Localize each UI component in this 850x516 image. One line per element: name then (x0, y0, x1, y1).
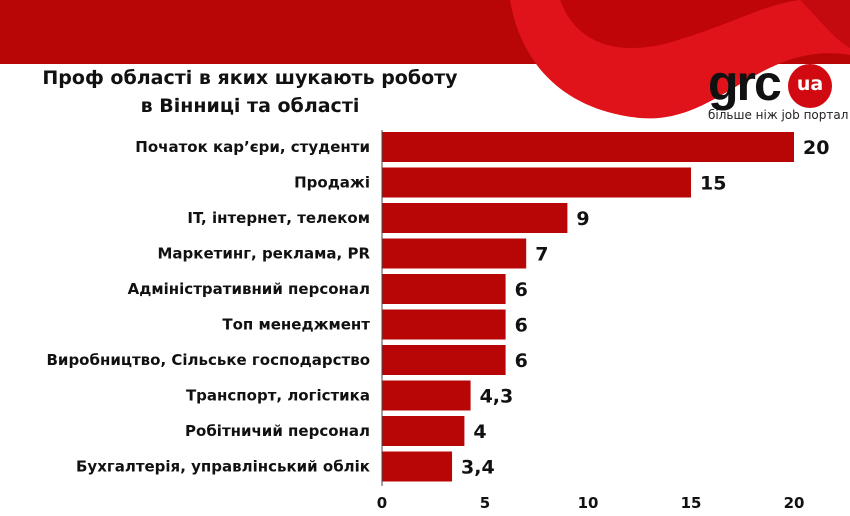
category-label: Виробництво, Сільське господарство (47, 351, 371, 369)
category-label: Топ менеджмент (222, 316, 370, 334)
header-banner (0, 0, 850, 119)
category-label: Продажі (294, 174, 370, 192)
data-label: 7 (535, 244, 548, 266)
bar (382, 167, 691, 198)
data-label: 4 (473, 421, 486, 443)
data-label: 15 (700, 173, 726, 195)
chart-title-line-2: в Вінниці та області (140, 95, 360, 117)
category-label: IT, інтернет, телеком (187, 209, 370, 227)
x-tick-label: 15 (681, 494, 702, 512)
bar (382, 380, 471, 411)
data-label: 9 (576, 208, 589, 230)
x-tick-label: 10 (578, 494, 599, 512)
category-label: Бухгалтерія, управлінський облік (76, 458, 370, 476)
x-tick-label: 0 (377, 494, 387, 512)
logo-badge: ua (788, 64, 832, 108)
category-label: Початок кар’єри, студенти (135, 138, 370, 156)
bar (382, 203, 568, 233)
chart-title: Проф області в яких шукають роботу в Він… (30, 64, 470, 120)
x-tick-label: 5 (480, 494, 490, 512)
bar (382, 451, 453, 482)
category-label: Адміністративний персонал (128, 280, 370, 298)
grc-logo: grc ua більше ніж job портал (706, 55, 849, 128)
bar (382, 416, 465, 446)
data-label: 4,3 (480, 386, 514, 408)
logo-text: grc (708, 55, 782, 111)
logo-tagline: більше ніж job портал (708, 108, 849, 122)
category-label: Транспорт, логістика (186, 387, 370, 405)
bar (382, 345, 506, 375)
data-label: 6 (515, 279, 528, 301)
bar (382, 238, 527, 269)
data-label: 6 (515, 315, 528, 337)
bar (382, 274, 506, 304)
category-label: Робітничий персонал (185, 422, 370, 440)
data-label: 6 (515, 350, 528, 372)
chart-title-line-1: Проф області в яких шукають роботу (42, 67, 458, 89)
x-tick-label: 20 (784, 494, 805, 512)
bar (382, 309, 506, 340)
data-label: 3,4 (461, 457, 495, 479)
data-label: 20 (803, 137, 829, 159)
category-label: Маркетинг, реклама, PR (157, 245, 370, 263)
bar (382, 132, 794, 162)
